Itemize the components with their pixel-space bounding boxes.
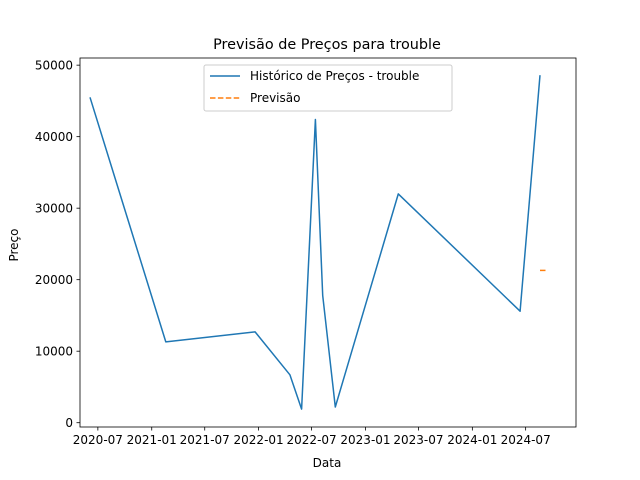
plot-area-frame bbox=[79, 57, 577, 428]
x-tick-label: 2021-07 bbox=[180, 433, 230, 447]
legend: Histórico de Preços - trouble Previsão bbox=[203, 64, 453, 112]
x-tick-label: 2020-07 bbox=[73, 433, 123, 447]
x-axis-ticks: 2020-07 2021-01 2021-07 2022-01 2022-07 2023-… bbox=[73, 427, 551, 447]
plot-lines bbox=[89, 75, 548, 410]
legend-box bbox=[203, 64, 453, 112]
x-tick-label: 2024-01 bbox=[447, 433, 497, 447]
x-tick-label: 2023-01 bbox=[340, 433, 390, 447]
x-tick-label: 2023-07 bbox=[393, 433, 443, 447]
x-tick-label: 2022-01 bbox=[234, 433, 284, 447]
y-tick-label: 50000 bbox=[35, 59, 73, 73]
legend-label-previsao: Previsão bbox=[250, 91, 300, 105]
y-axis-label: Preço bbox=[7, 228, 21, 261]
y-axis-ticks: 0 10000 20000 30000 40000 50000 bbox=[35, 59, 80, 430]
y-tick-label: 40000 bbox=[35, 130, 73, 144]
y-tick-label: 10000 bbox=[35, 345, 73, 359]
chart-title: Previsão de Preços para trouble bbox=[213, 37, 441, 53]
y-tick-label: 0 bbox=[65, 416, 73, 430]
x-tick-label: 2021-01 bbox=[127, 433, 177, 447]
x-axis-label: Data bbox=[313, 456, 342, 470]
y-tick-label: 20000 bbox=[35, 273, 73, 287]
x-tick-label: 2024-07 bbox=[501, 433, 551, 447]
legend-label-historico: Histórico de Preços - trouble bbox=[250, 69, 419, 83]
y-tick-label: 30000 bbox=[35, 202, 73, 216]
series-line-historico-de-precos-trouble bbox=[89, 75, 541, 410]
x-tick-label: 2022-07 bbox=[287, 433, 337, 447]
